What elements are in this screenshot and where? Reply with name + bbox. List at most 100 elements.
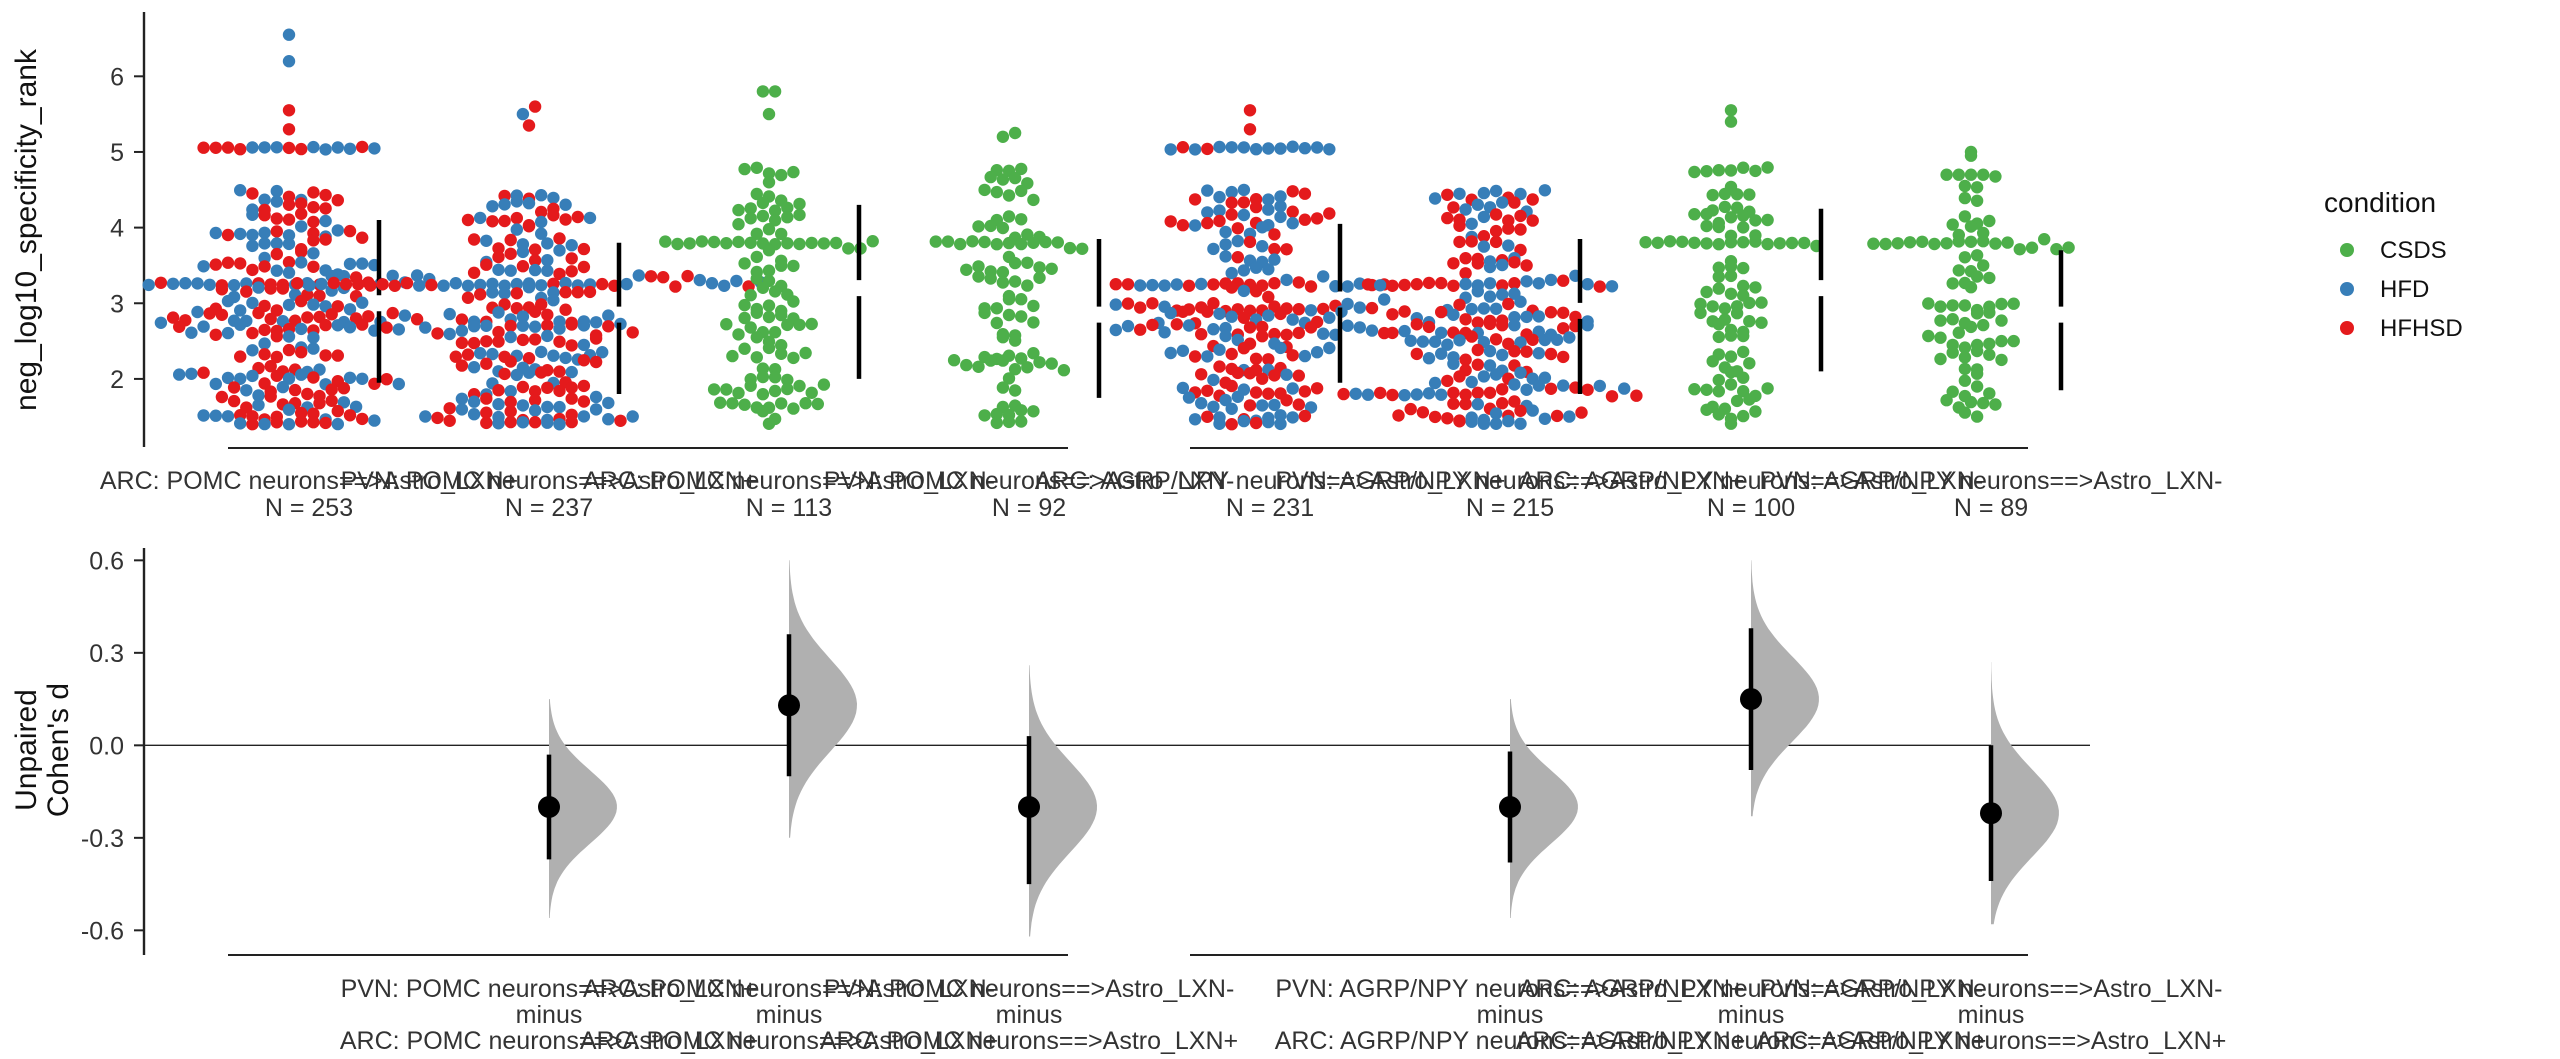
swarm-point <box>1268 242 1281 256</box>
swarm-point <box>307 234 320 247</box>
swarm-point <box>738 298 751 312</box>
swarm-point <box>541 319 554 332</box>
swarm-point <box>1970 194 1984 207</box>
swarm-point <box>1737 279 1750 293</box>
swarm-point <box>583 285 597 299</box>
bottom-y-tick-label: -0.6 <box>81 917 124 945</box>
swarm-point <box>1256 330 1269 343</box>
swarm-point <box>1158 326 1171 339</box>
swarm-point <box>1292 398 1306 411</box>
swarm-point <box>295 207 308 220</box>
swarm-point <box>227 279 241 292</box>
swarm-point <box>1514 404 1527 417</box>
swarm-point <box>443 307 456 321</box>
comparison-label-top: PVN: POMC neurons==>Astro_LXN- <box>824 975 1235 1003</box>
top-x-tick-labels: ARC: POMC neurons==>Astro_LXN+N = 253PVN… <box>100 467 2223 522</box>
swarm-point <box>498 287 511 300</box>
swarm-point <box>1952 326 1966 339</box>
swarm-point <box>1225 418 1238 431</box>
swarm-point <box>246 263 259 277</box>
comparison-label-bottom: ARC: POMC neurons==>Astro_LXN+ <box>340 1027 758 1054</box>
legend-marker <box>2340 243 2354 257</box>
swarm-point <box>1483 277 1497 290</box>
swarm-point <box>1989 170 2002 183</box>
swarm-point <box>1292 369 1306 382</box>
swarm-point <box>258 141 271 154</box>
swarm-point <box>215 308 229 321</box>
swarm-point <box>492 306 505 319</box>
swarm-point <box>1453 370 1466 383</box>
swarm-point <box>1477 240 1491 253</box>
bootstrap-distribution <box>1029 665 1097 937</box>
swarm-point <box>718 279 731 292</box>
swarm-point <box>1502 297 1515 311</box>
swarm-point <box>1630 389 1643 402</box>
swarm-point <box>1170 318 1184 331</box>
swarm-point <box>1977 235 1990 248</box>
swarm-point <box>1298 142 1312 155</box>
swarm-point <box>258 260 271 273</box>
swarm-point <box>756 388 770 401</box>
swarm-point <box>185 367 198 380</box>
swarm-point <box>1724 104 1738 117</box>
swarm-point <box>1237 414 1251 428</box>
swarm-point <box>1964 168 1978 181</box>
legend-entry-label: CSDS <box>2380 237 2447 264</box>
swarm-point <box>1428 376 1442 390</box>
swarm-point <box>1219 238 1232 251</box>
swarm-point <box>1176 344 1190 357</box>
swarm-point <box>307 247 320 260</box>
swarm-point <box>2013 243 2027 256</box>
swarm-point <box>811 397 824 411</box>
swarm-point <box>295 245 308 258</box>
swarm-point <box>1033 261 1046 274</box>
swarm-point <box>270 330 283 343</box>
swarm-point <box>1386 279 1399 292</box>
swarm-point <box>1286 205 1299 218</box>
comparison-label-top: ARC: AGRP/NPY neurons==>Astro_LXN- <box>1519 975 1983 1003</box>
swarm-point <box>565 252 578 265</box>
swarm-point <box>553 267 566 281</box>
swarm-point <box>1700 285 1713 299</box>
comparison-label-bottom: ARC: AGRP/NPY neurons==>Astro_LXN+ <box>1275 1027 1746 1054</box>
swarm-point <box>750 161 763 174</box>
swarm-point <box>356 318 369 331</box>
comparison-label-minus: minus <box>1958 1001 2025 1029</box>
swarm-point <box>781 237 794 250</box>
swarm-point <box>1021 279 1034 292</box>
swarm-point <box>1207 323 1220 336</box>
swarm-point <box>331 194 344 207</box>
swarm-point <box>1724 269 1738 283</box>
swarm-point <box>209 377 222 391</box>
swarm-point <box>1532 379 1546 392</box>
swarm-point <box>750 306 763 319</box>
swarm-point <box>929 235 942 248</box>
swarm-point <box>799 397 812 410</box>
swarm-point <box>154 276 168 289</box>
swarm-point <box>319 233 332 246</box>
swarm-point <box>1946 346 1959 359</box>
swarm-point <box>1453 298 1466 311</box>
swarm-point <box>166 277 180 290</box>
swarm-point <box>1188 413 1202 426</box>
swarm-point <box>1743 357 1756 370</box>
swarm-point <box>1550 333 1564 346</box>
swarm-point <box>1700 165 1713 178</box>
swarm-point <box>1304 280 1318 293</box>
swarm-point <box>1268 228 1281 241</box>
swarm-point <box>1176 141 1190 154</box>
swarm-point <box>984 272 997 285</box>
swarm-point <box>996 354 1010 367</box>
swarm-point <box>775 339 788 352</box>
swarm-point <box>793 237 806 251</box>
swarm-point <box>1121 319 1135 333</box>
swarm-point <box>1164 143 1177 156</box>
swarm-point <box>805 236 818 250</box>
swarm-point <box>1243 123 1257 136</box>
bootstrap-distribution <box>789 560 857 838</box>
swarm-point <box>984 354 997 367</box>
swarm-point <box>1977 396 1990 410</box>
swarm-panel: 2 3 4 5 6 neg_log10_specificity_rank ARC: PO… <box>10 12 2222 522</box>
swarm-point <box>1688 208 1701 221</box>
swarm-point <box>1489 368 1503 381</box>
